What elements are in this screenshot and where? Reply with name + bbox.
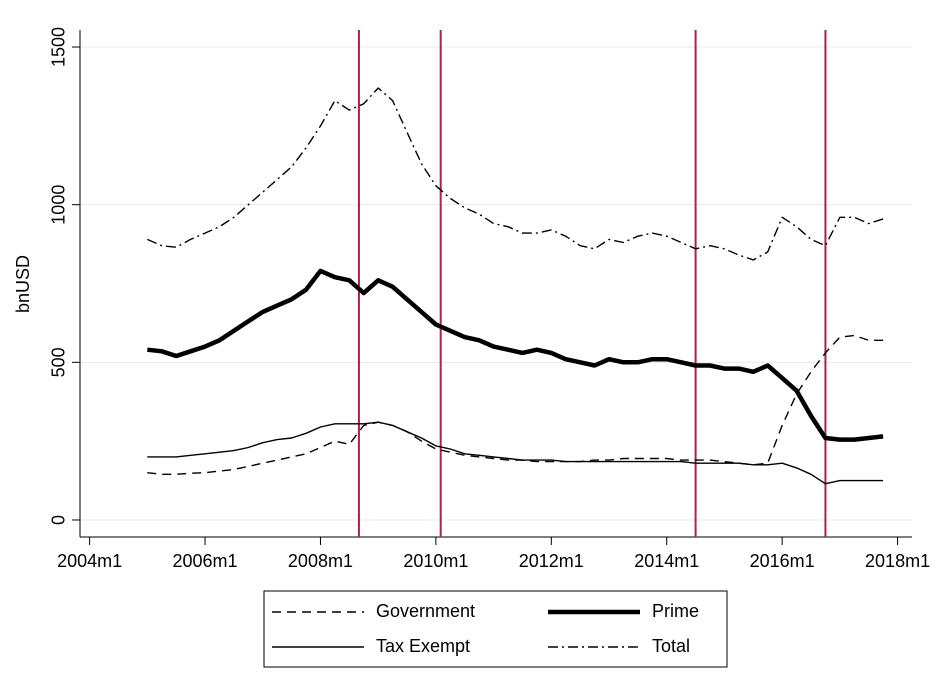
y-tick-label: 1000: [49, 185, 69, 225]
x-tick-label: 2010m1: [403, 551, 468, 571]
series-line: [147, 268, 884, 442]
x-tick-label: 2014m1: [634, 551, 699, 571]
legend-label: Total: [652, 636, 690, 656]
x-tick-label: 2018m1: [865, 551, 930, 571]
x-tick-label: 2008m1: [288, 551, 353, 571]
y-axis-label: bnUSD: [13, 255, 33, 313]
y-tick-label: 0: [49, 515, 69, 525]
series-line: [147, 87, 884, 261]
series-line: [147, 334, 884, 475]
x-tick-label: 2004m1: [57, 551, 122, 571]
series-line: [147, 421, 884, 485]
x-tick-label: 2006m1: [173, 551, 238, 571]
legend-label: Prime: [652, 601, 699, 621]
x-tick-label: 2016m1: [750, 551, 815, 571]
y-tick-label: 1500: [49, 27, 69, 67]
x-tick-label: 2012m1: [519, 551, 584, 571]
y-tick-label: 500: [49, 347, 69, 377]
legend-label: Government: [376, 601, 475, 621]
legend-label: Tax Exempt: [376, 636, 470, 656]
legend-box: [263, 590, 728, 668]
